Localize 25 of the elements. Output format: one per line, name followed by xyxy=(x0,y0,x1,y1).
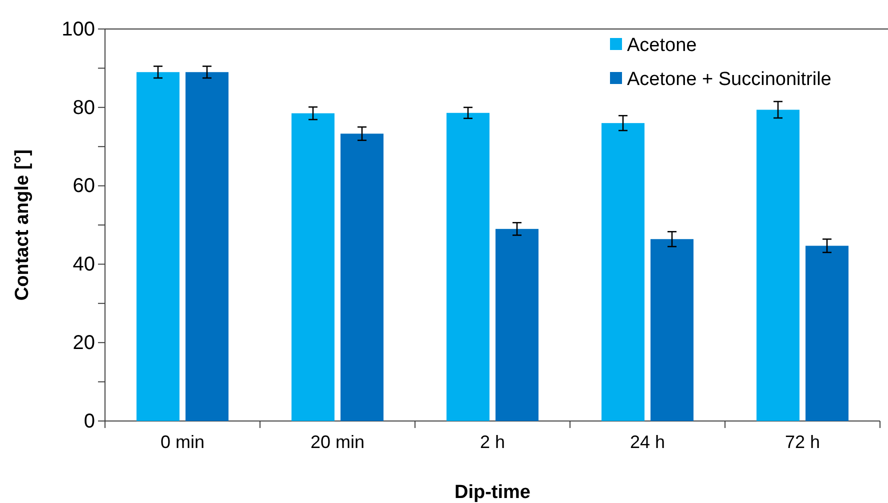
y-tick-label: 100 xyxy=(62,18,95,40)
bar xyxy=(602,123,644,421)
x-tick-label: 20 min xyxy=(310,432,365,452)
legend-label: Acetone xyxy=(627,35,697,56)
bar xyxy=(650,239,694,421)
y-tick-label: 80 xyxy=(72,96,95,119)
bar xyxy=(446,112,490,421)
bar xyxy=(292,113,334,421)
bar xyxy=(340,134,384,421)
bar xyxy=(496,228,538,421)
y-tick-label: 0 xyxy=(84,410,95,432)
x-tick-label: 0 min xyxy=(160,432,205,452)
x-tick-label: 24 h xyxy=(630,432,666,452)
x-axis-title: Dip-time xyxy=(454,482,530,503)
y-tick-label: 40 xyxy=(72,254,95,276)
legend-label: Acetone + Succinonitrile xyxy=(627,69,832,90)
bar xyxy=(806,246,848,421)
x-tick-label: 72 h xyxy=(784,432,820,452)
x-tick-label: 2 h xyxy=(480,432,506,452)
y-axis-title: Contact angle [°] xyxy=(12,149,33,301)
bar xyxy=(136,72,180,421)
bar xyxy=(186,72,228,421)
y-tick-label: 20 xyxy=(72,332,95,354)
y-tick-label: 60 xyxy=(72,175,95,198)
bar xyxy=(756,110,800,421)
